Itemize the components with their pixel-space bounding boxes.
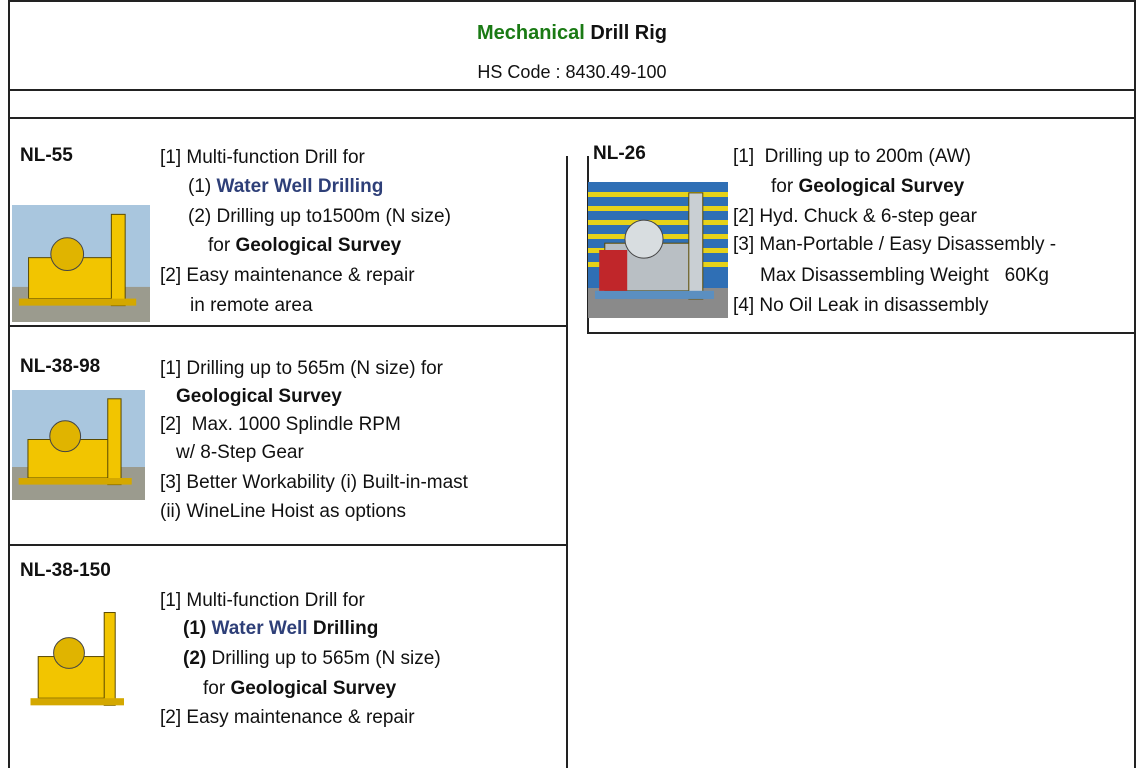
border — [566, 156, 568, 768]
text-run: [4] No Oil Leak in disassembly — [733, 295, 989, 316]
spec-line: [1] Multi-function Drill for — [160, 589, 365, 613]
photo-shape — [625, 220, 663, 258]
photo-shape — [595, 291, 714, 299]
title: Mechanical Drill Rig — [8, 22, 1136, 45]
model-name: NL-55 — [20, 145, 73, 167]
spec-line: [2] Hyd. Chuck & 6-step gear — [733, 205, 977, 229]
text-run: [2] Max. 1000 Splindle RPM — [160, 414, 401, 435]
border — [587, 332, 1136, 334]
spec-line: [1] Multi-function Drill for — [160, 146, 365, 170]
border — [8, 544, 568, 546]
hs-code: HS Code : 8430.49-100 — [8, 62, 1136, 83]
text-run: [2] Easy maintenance & repair — [160, 707, 415, 728]
border — [8, 0, 10, 768]
text-run: [3] Man-Portable / Easy Disassembly - — [733, 234, 1056, 255]
photo-shape — [104, 613, 115, 706]
text-run: Drilling — [308, 618, 379, 639]
spec-line: [3] Man-Portable / Easy Disassembly - — [733, 233, 1056, 257]
photo-shape — [588, 206, 728, 211]
spec-line: for Geological Survey — [203, 677, 396, 701]
spec-line: [4] No Oil Leak in disassembly — [733, 294, 989, 318]
text-run: Geological Survey — [176, 386, 342, 407]
text-run: Max Disassembling Weight 60Kg — [760, 265, 1049, 286]
photo-shape — [108, 399, 121, 485]
text-run: w/ 8-Step Gear — [176, 442, 304, 463]
photo-shape — [599, 250, 627, 291]
model-name: NL-26 — [593, 143, 646, 165]
spec-line: (2) Drilling up to 565m (N size) — [183, 647, 441, 671]
spec-line: [2] Max. 1000 Splindle RPM — [160, 413, 401, 437]
spec-line: for Geological Survey — [771, 175, 964, 199]
product-photo — [12, 205, 150, 322]
text-run: (2) — [183, 648, 206, 669]
text-run: in remote area — [190, 295, 313, 316]
photo-shape — [31, 698, 125, 705]
product-photo — [12, 390, 145, 500]
spec-line: [1] Drilling up to 565m (N size) for — [160, 357, 443, 381]
photo-shape — [689, 193, 703, 299]
text-run: [1] Multi-function Drill for — [160, 590, 365, 611]
spec-line: [2] Easy maintenance & repair — [160, 706, 415, 730]
photo-shape — [19, 299, 136, 306]
text-run: Water Well Drilling — [217, 176, 384, 197]
text-run: Drilling up to 565m (N size) — [206, 648, 440, 669]
photo-shape — [54, 638, 85, 669]
spec-line: (1) Water Well Drilling — [188, 175, 383, 199]
spec-line: (2) Drilling up to1500m (N size) — [188, 205, 451, 229]
photo-shape — [50, 421, 81, 452]
spec-line: [2] Easy maintenance & repair — [160, 264, 415, 288]
text-run: for — [203, 678, 230, 699]
text-run: Geological Survey — [798, 176, 964, 197]
model-name: NL-38-150 — [20, 560, 111, 582]
spec-line: [3] Better Workability (i) Built-in-mast — [160, 471, 468, 495]
photo-shape — [51, 238, 84, 271]
product-photo — [588, 182, 728, 318]
spec-line: (ii) WineLine Hoist as options — [160, 500, 406, 524]
text-run: (1) — [183, 618, 212, 639]
text-run: [2] Hyd. Chuck & 6-step gear — [733, 206, 977, 227]
text-run: Geological Survey — [235, 235, 401, 256]
border — [8, 0, 1136, 2]
photo-shape — [588, 220, 728, 225]
model-name: NL-38-98 — [20, 356, 100, 378]
text-run: for — [771, 176, 798, 197]
text-run: [3] Better Workability (i) Built-in-mast — [160, 472, 468, 493]
spec-line: Max Disassembling Weight 60Kg — [760, 264, 1049, 288]
text-run: Water Well — [212, 618, 308, 639]
text-run: (ii) WineLine Hoist as options — [160, 501, 406, 522]
border — [1134, 0, 1136, 768]
spec-line: (1) Water Well Drilling — [183, 617, 378, 641]
text-run: Geological Survey — [230, 678, 396, 699]
border — [8, 89, 1136, 91]
spec-line: [1] Drilling up to 200m (AW) — [733, 145, 971, 169]
border — [8, 325, 568, 327]
text-run: [1] Multi-function Drill for — [160, 147, 365, 168]
spec-line: in remote area — [190, 294, 313, 318]
text-run: (1) — [188, 176, 217, 197]
text-run: Drill Rig — [585, 22, 667, 44]
photo-shape — [588, 192, 728, 197]
text-run: [2] Easy maintenance & repair — [160, 265, 415, 286]
border — [8, 117, 1136, 119]
text-run: [1] Drilling up to 200m (AW) — [733, 146, 971, 167]
product-photo — [25, 603, 135, 722]
product-sheet: Mechanical Drill Rig HS Code : 8430.49-1… — [0, 0, 1141, 768]
spec-line: w/ 8-Step Gear — [176, 441, 304, 465]
photo-shape — [111, 214, 125, 305]
text-run: Mechanical — [477, 22, 585, 44]
spec-line: Geological Survey — [176, 385, 342, 409]
text-run: for — [208, 235, 235, 256]
photo-shape — [19, 478, 132, 485]
text-run: [1] Drilling up to 565m (N size) for — [160, 358, 443, 379]
spec-line: for Geological Survey — [208, 234, 401, 258]
text-run: (2) Drilling up to1500m (N size) — [188, 206, 451, 227]
